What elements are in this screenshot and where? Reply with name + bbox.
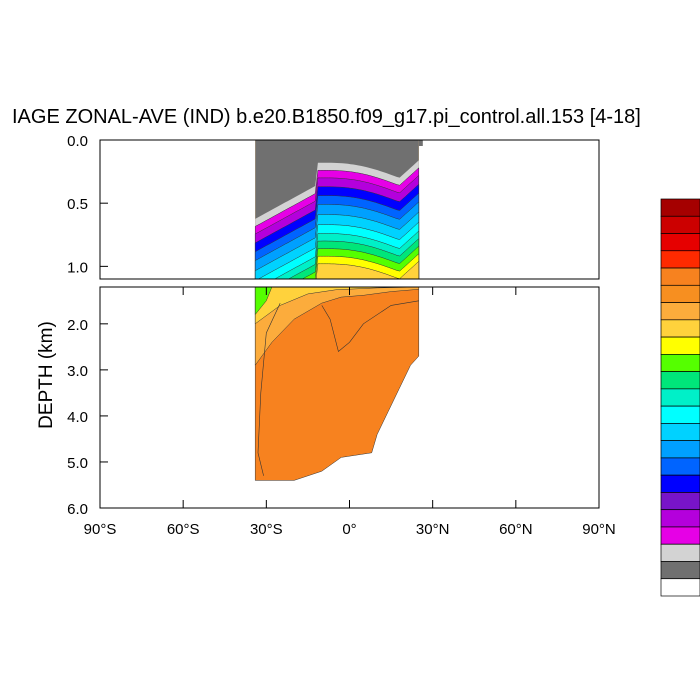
colorbar-swatch [660,388,700,407]
x-tick-label: 30°S [250,521,283,538]
colorbar-swatch [660,284,700,303]
colorbar-swatch [660,561,700,580]
lower-contour-band [254,287,273,316]
land-mask [418,140,423,146]
colorbar-swatch [660,336,700,355]
y-tick-label: 0.5 [67,196,88,213]
colorbar-swatch [660,526,700,545]
y-tick-label: 3.0 [67,363,88,380]
y-tick-label: 6.0 [67,501,88,518]
colorbar-swatch [660,578,700,597]
colorbar-swatch [660,250,700,269]
colorbar-swatch [660,543,700,562]
colorbar-swatch [660,440,700,459]
lower-ocean-main [254,287,420,481]
colorbar-swatch [660,215,700,234]
colorbar-swatch [660,302,700,321]
colorbar-swatch [660,423,700,442]
colorbar-swatch [660,319,700,338]
colorbar-swatch [660,509,700,528]
lower-contour-band [254,287,420,367]
lower-contour-line [321,300,419,353]
colorbar [660,198,700,597]
y-tick-label: 5.0 [67,455,88,472]
lower-contour-line [257,302,281,476]
x-tick-label: 0° [342,521,356,538]
y-axis-label: DEPTH (km) [36,321,57,429]
x-tick-label: 60°N [499,521,533,538]
colorbar-swatch [660,267,700,286]
y-tick-label: 0.0 [67,133,88,150]
x-tick-label: 30°N [416,521,450,538]
y-tick-label: 1.0 [67,259,88,276]
x-tick-label: 90°S [84,521,117,538]
colorbar-swatch [660,492,700,511]
x-tick-label: 90°N [582,521,616,538]
upper-contour-band [254,260,420,279]
colorbar-swatch [660,371,700,390]
colorbar-swatch [660,198,700,217]
upper-panel-frame [99,139,600,280]
upper-panel-contours [254,140,423,279]
x-tick-label: 60°S [167,521,200,538]
lower-panel-contours [254,287,420,481]
colorbar-swatch [660,233,700,252]
y-tick-label: 2.0 [67,317,88,334]
chart-title: IAGE ZONAL-AVE (IND) b.e20.B1850.f09_g17… [12,106,641,128]
colorbar-swatch [660,405,700,424]
colorbar-swatch [660,474,700,493]
colorbar-swatch [660,353,700,372]
y-tick-label: 4.0 [67,409,88,426]
colorbar-swatch [660,457,700,476]
